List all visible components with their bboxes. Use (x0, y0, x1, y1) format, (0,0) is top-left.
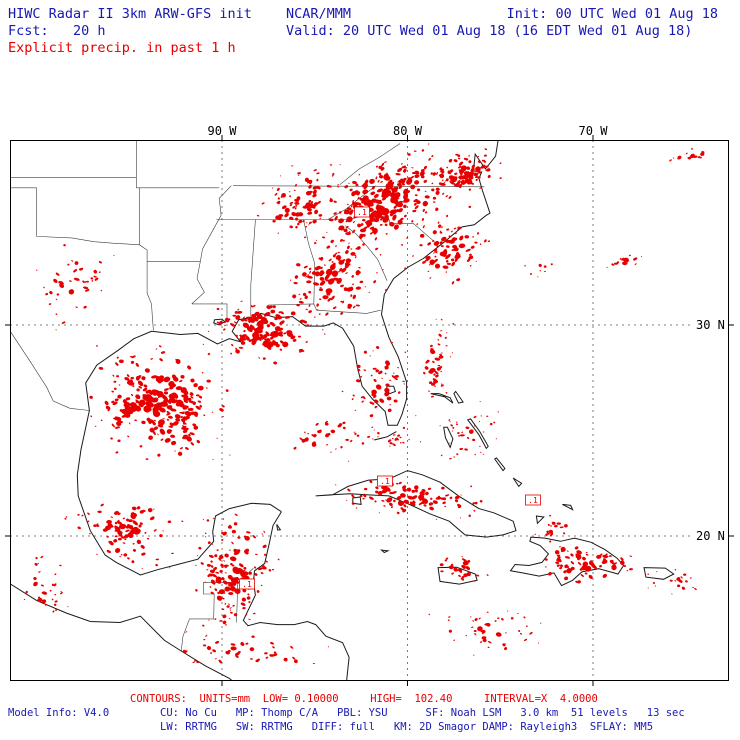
lon-axis-label: 70 W (578, 124, 608, 138)
map-frame: .1 .1 .1 .1 (5, 135, 734, 686)
contour-label: .1 (239, 578, 255, 590)
field-label: Explicit precip. in past 1 h (8, 40, 236, 56)
plot-title: HIWC Radar II 3km ARW-GFS init (8, 6, 252, 22)
contour-label: .1 (525, 494, 541, 506)
svg-text:.1: .1 (242, 580, 252, 589)
lon-axis-label: 90 W (207, 124, 237, 138)
model-info: Model Info: V4.0 (8, 707, 110, 719)
init-time-label: Init: 00 UTC Wed 01 Aug 18 (506, 6, 718, 22)
map-canvas: .1 .1 .1 .1 (5, 135, 734, 686)
svg-text:.1: .1 (528, 496, 538, 505)
lon-axis-label: 80 W (393, 124, 422, 138)
map-border (10, 140, 729, 681)
lat-axis-label: 20 N (694, 529, 727, 543)
contours-info: CONTOURS: UNITS=mm LOW= 0.10000 HIGH= 10… (130, 693, 598, 705)
org-label: NCAR/MMM (286, 6, 352, 22)
contour-label: .1 (377, 475, 393, 487)
physics-line2: LW: RRTMG SW: RRTMG DIFF: full KM: 2D Sm… (160, 721, 654, 733)
physics-line1: CU: No Cu MP: Thomp C/A PBL: YSU SF: Noa… (160, 707, 685, 719)
valid-time-label: Valid: 20 UTC Wed 01 Aug 18 (16 EDT Wed … (286, 23, 693, 39)
contour-label: .1 (354, 206, 370, 218)
svg-text:.1: .1 (380, 477, 390, 486)
map-content (10, 140, 729, 681)
svg-text:.1: .1 (357, 208, 367, 217)
forecast-hour-label: Fcst: 20 h (8, 23, 106, 39)
coastline-layer (10, 140, 675, 681)
lat-axis-label: 30 N (694, 318, 727, 332)
axis-ticks (5, 135, 734, 686)
precip-layer (23, 143, 705, 665)
